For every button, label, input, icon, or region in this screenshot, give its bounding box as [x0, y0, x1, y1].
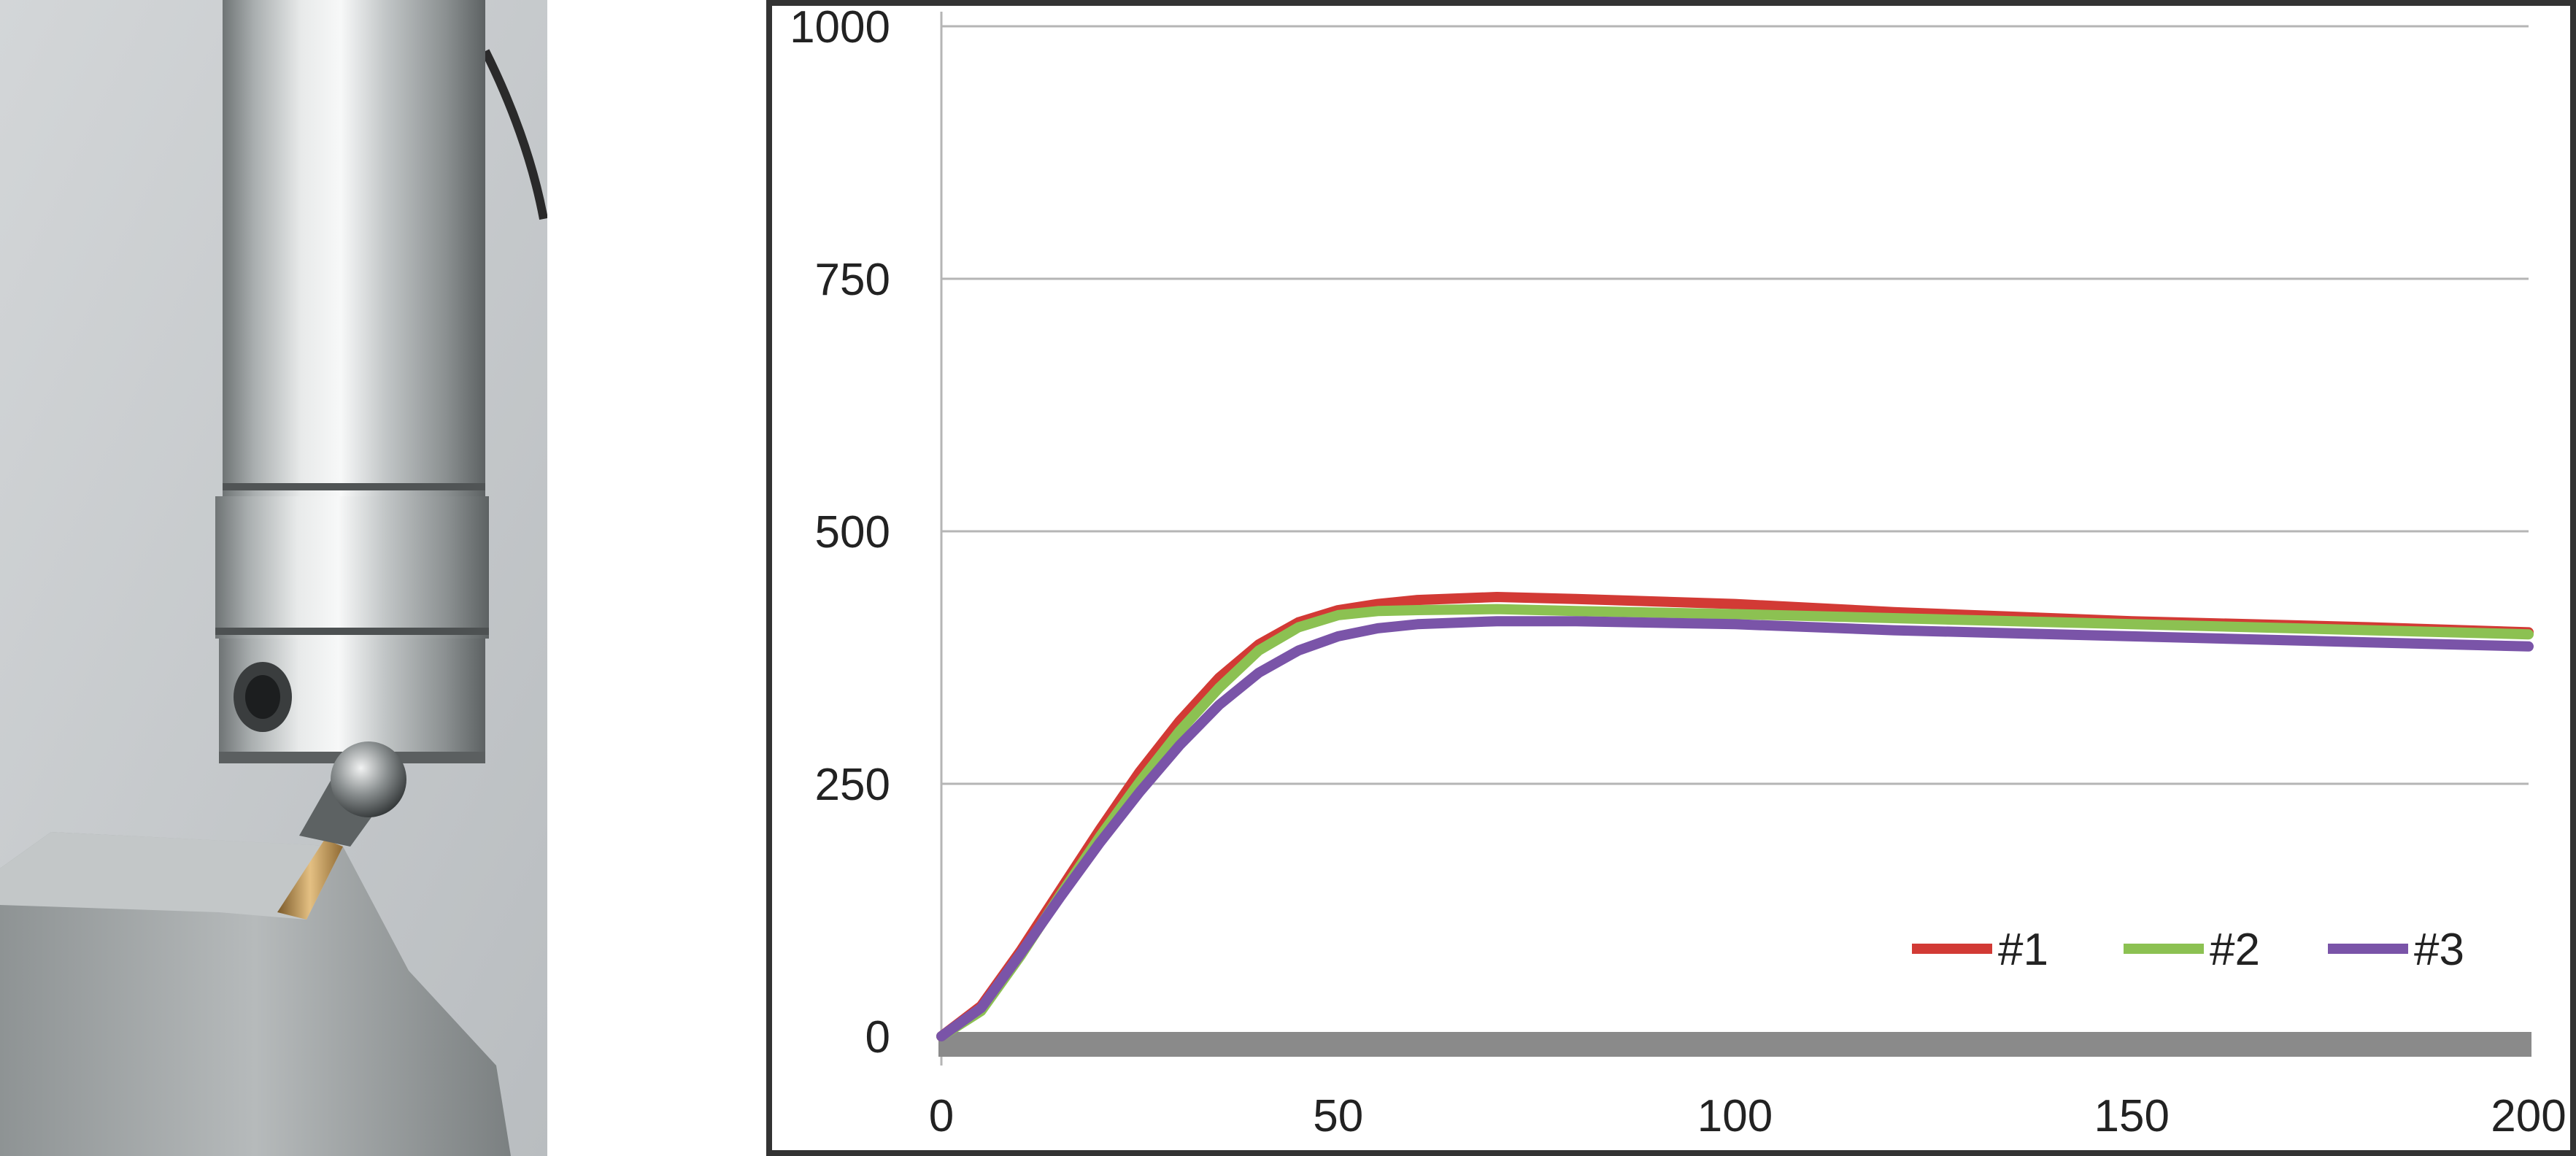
probe-hole-inner: [245, 675, 280, 719]
series-line-3: [936, 616, 2534, 1041]
cable: [481, 49, 547, 220]
probe-cylinder: [223, 0, 485, 496]
base-block: [0, 832, 511, 1156]
legend-label-1: #1: [1998, 925, 2048, 975]
contact-ball: [331, 741, 406, 817]
bronze-holder: [277, 839, 343, 920]
probe-photo: [0, 0, 547, 1156]
y-tick-label: 0: [865, 1012, 890, 1063]
probe-groove: [223, 483, 485, 490]
x-tick-label: 200: [2491, 1091, 2566, 1141]
base-top-face: [0, 832, 343, 920]
probe-collar: [215, 496, 489, 639]
x-tick-label: 100: [1697, 1091, 1773, 1141]
y-tick-label: 1000: [790, 2, 890, 53]
stress-chart: 0 250 500 750 1000 0 50 100 150 200 #1 #2 #3: [766, 0, 2576, 1156]
x-tick-label: 50: [1313, 1091, 1363, 1141]
baseline-bar: [938, 1032, 2531, 1057]
x-tick-label: 0: [929, 1091, 954, 1141]
y-tick-label: 250: [815, 760, 890, 810]
y-tick-label: 500: [815, 507, 890, 558]
legend-label-2: #2: [2210, 925, 2260, 975]
probe-groove-lower: [215, 628, 489, 635]
y-tick-label: 750: [815, 255, 890, 305]
plot-frame: [766, 0, 2576, 1156]
legend-label-3: #3: [2414, 925, 2464, 975]
x-tick-label: 150: [2094, 1091, 2170, 1141]
